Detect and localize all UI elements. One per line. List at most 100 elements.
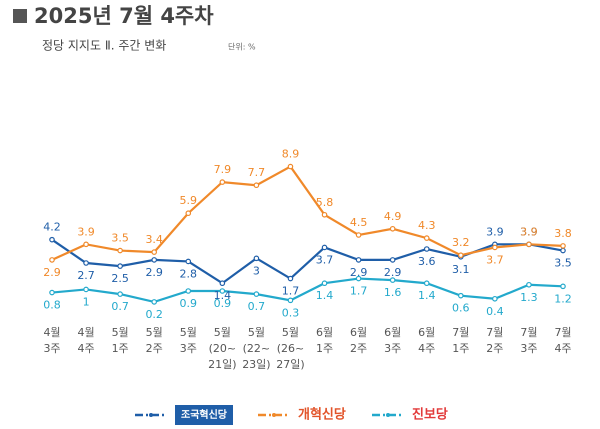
data-point (560, 247, 566, 254)
data-point (457, 252, 464, 259)
data-point (287, 297, 294, 304)
data-point (321, 280, 328, 287)
data-label: 2.9 (43, 266, 61, 279)
data-point (389, 277, 396, 283)
x-tick-label: 5월 (22~ 23일) (242, 326, 270, 371)
x-tick-label: 5월 1주 (112, 326, 129, 355)
legend-badge (175, 405, 233, 425)
data-point (253, 182, 260, 189)
data-label: 3.7 (486, 253, 504, 266)
data-label: 3.9 (486, 225, 504, 238)
data-point (287, 163, 294, 170)
x-tick-label: 5월 2주 (146, 326, 163, 355)
data-label: 7.7 (248, 166, 266, 179)
data-point (355, 257, 362, 263)
data-point (560, 243, 566, 249)
data-point (457, 292, 464, 299)
data-point (355, 232, 362, 238)
data-point (219, 288, 226, 294)
data-point (389, 257, 396, 263)
data-label: 3.1 (452, 263, 470, 276)
series-line (51, 165, 564, 261)
data-point (560, 283, 566, 290)
x-tick-label: 5월 3주 (180, 326, 197, 355)
data-label: 4.9 (384, 210, 402, 223)
data-label: 8.9 (282, 148, 300, 161)
data-point (492, 295, 498, 302)
x-tick-label: 6월 1주 (316, 326, 333, 355)
legend-swatch-dot (272, 413, 276, 417)
data-label: 1.4 (214, 289, 232, 302)
x-tick-label: 4월 3주 (43, 326, 60, 355)
data-point (219, 280, 226, 287)
data-point (185, 210, 192, 217)
data-label: 3.5 (111, 232, 129, 245)
data-label: 3 (253, 264, 260, 277)
data-point (83, 260, 89, 266)
data-label: 1.2 (554, 292, 572, 305)
data-label: 1 (83, 295, 90, 308)
data-label: 2.5 (111, 272, 129, 285)
data-label: 3.6 (418, 255, 436, 268)
data-label: 0.9 (180, 297, 198, 310)
legend-swatch-dot (386, 413, 390, 417)
data-label: 3.9 (77, 225, 95, 238)
data-point (389, 225, 396, 232)
data-label: 0.6 (452, 302, 470, 315)
x-tick-label: 7월 1주 (452, 326, 469, 355)
x-tick-label: 7월 4주 (554, 326, 571, 355)
data-point (526, 241, 532, 248)
data-point (117, 263, 123, 269)
data-label: 3.9 (520, 225, 538, 238)
data-point (83, 286, 89, 293)
data-point (117, 247, 123, 254)
x-tick-label: 6월 4주 (418, 326, 435, 355)
unit-label: 단위: % (228, 42, 256, 52)
data-label: 1.4 (418, 289, 436, 302)
x-tick-label: 6월 2주 (350, 326, 367, 355)
data-point (185, 288, 192, 294)
legend: 조국혁신당 개혁신당 진보당 (135, 405, 448, 425)
plot-area: 4월 3주 4월 4주 5월 1주 5월 2주 5월 3주 5월 (20~ 21일)5월 (22~ 23일)… (43, 148, 572, 371)
legend-swatch-dot (149, 413, 153, 417)
data-label: 3.7 (316, 253, 334, 266)
data-label: 3.4 (145, 233, 163, 246)
data-label: 0.9 (214, 297, 232, 310)
data-point (423, 280, 430, 287)
legend-label: 진보당 (412, 407, 448, 423)
data-point (117, 291, 123, 297)
x-tick-label: 7월 2주 (486, 326, 503, 355)
data-label: 5.8 (316, 196, 334, 209)
data-point (253, 255, 260, 262)
data-point (287, 275, 294, 282)
data-label: 2.9 (384, 266, 402, 279)
x-tick-label: 6월 3주 (384, 326, 401, 355)
data-label: 1.6 (384, 286, 402, 299)
data-label: 2.9 (145, 266, 163, 279)
series-line (51, 277, 564, 304)
data-label: 2.9 (350, 266, 368, 279)
data-point (151, 257, 158, 263)
data-point (321, 244, 328, 251)
data-label: 1.4 (316, 289, 334, 302)
chart-subtitle: 정당 지지도 Ⅱ. 주간 변화 (42, 39, 166, 53)
data-point (49, 289, 55, 296)
data-label: 5.9 (180, 194, 198, 207)
data-label: 0.7 (248, 300, 266, 313)
data-point (219, 179, 226, 185)
x-tick-label: 7월 3주 (520, 326, 537, 355)
data-label: 0.7 (111, 300, 129, 313)
data-label: 4.3 (418, 219, 436, 232)
data-point (185, 258, 192, 265)
data-label: 1.7 (350, 285, 368, 298)
data-label: 3.9 (520, 225, 538, 238)
data-label: 1.3 (520, 291, 538, 304)
legend-label: 조국혁신당 (181, 408, 228, 421)
data-point (492, 244, 498, 251)
data-point (423, 246, 430, 252)
data-point (355, 275, 362, 282)
data-point (151, 299, 158, 305)
data-label: 4.5 (350, 216, 368, 229)
data-label: 0.2 (145, 308, 163, 321)
data-point (253, 291, 260, 297)
